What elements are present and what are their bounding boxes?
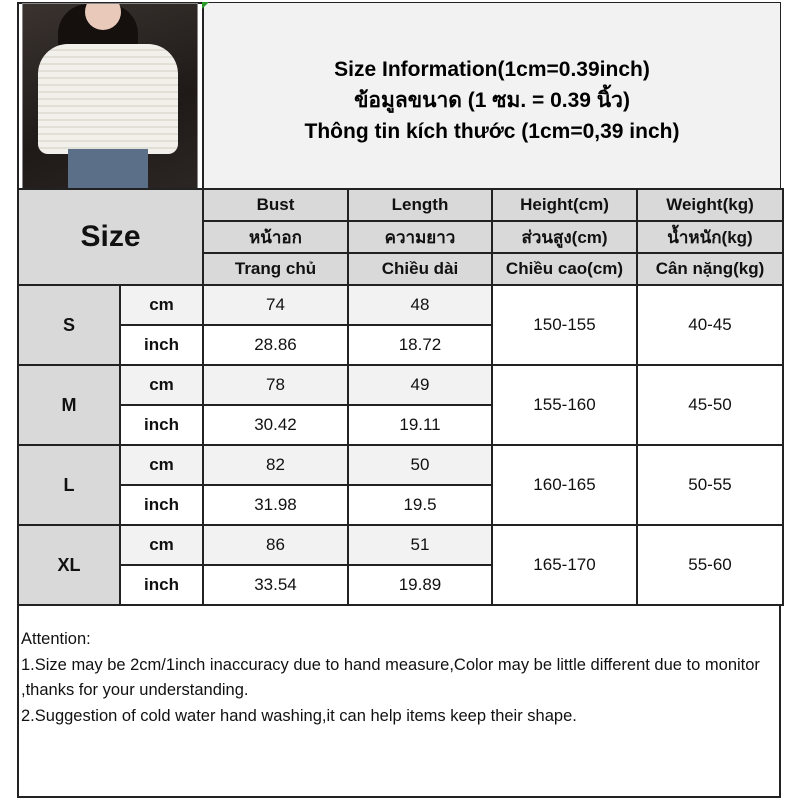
- col-weight-th: น้ำหนัก(kg): [636, 220, 784, 254]
- size-label: S: [17, 284, 121, 366]
- col-length-en: Length: [347, 188, 493, 222]
- unit-inch: inch: [119, 564, 204, 606]
- col-length-th: ความยาว: [347, 220, 493, 254]
- title-box: Size Information(1cm=0.39inch) ข้อมูลขนา…: [202, 3, 780, 188]
- product-photo: [22, 3, 198, 189]
- unit-inch: inch: [119, 404, 204, 446]
- length-cm: 49: [347, 364, 493, 406]
- col-bust-en: Bust: [202, 188, 349, 222]
- height-range: 150-155: [491, 284, 638, 366]
- length-inch: 18.72: [347, 324, 493, 366]
- length-inch: 19.5: [347, 484, 493, 526]
- header-row-th: หน้าอก ความยาว ส่วนสูง(cm) น้ำหนัก(kg): [18, 220, 784, 254]
- weight-range: 55-60: [636, 524, 784, 606]
- bust-inch: 31.98: [202, 484, 349, 526]
- length-inch: 19.89: [347, 564, 493, 606]
- height-range: 155-160: [491, 364, 638, 446]
- col-height-vi: Chiều cao(cm): [491, 252, 638, 286]
- weight-range: 50-55: [636, 444, 784, 526]
- height-range: 160-165: [491, 444, 638, 526]
- length-cm: 48: [347, 284, 493, 326]
- length-cm: 51: [347, 524, 493, 566]
- size-header: Size: [17, 188, 204, 286]
- header-row-vi: Trang chủ Chiều dài Chiều cao(cm) Cân nặ…: [18, 252, 784, 286]
- size-label: M: [17, 364, 121, 446]
- bust-cm: 82: [202, 444, 349, 486]
- bust-cm: 86: [202, 524, 349, 566]
- bust-inch: 33.54: [202, 564, 349, 606]
- size-row-cm: XL cm 86 51 165-170 55-60: [17, 524, 784, 606]
- col-bust-th: หน้าอก: [202, 220, 349, 254]
- col-weight-vi: Cân nặng(kg): [636, 252, 784, 286]
- weight-range: 40-45: [636, 284, 784, 366]
- attention-note-2: 2.Suggestion of cold water hand washing,…: [21, 706, 577, 725]
- weight-range: 45-50: [636, 364, 784, 446]
- size-row-inch: inch 28.86 18.72: [18, 324, 783, 366]
- size-table: Size Bust Length Height(cm) Weight(kg) ห…: [17, 188, 784, 606]
- col-bust-vi: Trang chủ: [202, 252, 349, 286]
- col-weight-en: Weight(kg): [636, 188, 784, 222]
- unit-inch: inch: [119, 484, 204, 526]
- length-inch: 19.11: [347, 404, 493, 446]
- photo-jeans: [68, 149, 148, 188]
- attention-note-1: 1.Size may be 2cm/1inch inaccuracy due t…: [21, 655, 760, 700]
- unit-cm: cm: [119, 444, 204, 486]
- attention-heading: Attention:: [21, 630, 91, 648]
- size-row-inch: inch 31.98 19.5: [18, 484, 783, 526]
- bust-cm: 78: [202, 364, 349, 406]
- title-thai: ข้อมูลขนาด (1 ซม. = 0.39 นิ้ว): [354, 89, 630, 112]
- unit-cm: cm: [119, 524, 204, 566]
- size-label: XL: [17, 524, 121, 606]
- unit-inch: inch: [119, 324, 204, 366]
- unit-cm: cm: [119, 364, 204, 406]
- title-english: Size Information(1cm=0.39inch): [334, 58, 650, 81]
- unit-cm: cm: [119, 284, 204, 326]
- photo-sweater: [38, 44, 178, 154]
- corner-marker: [202, 2, 209, 9]
- bust-cm: 74: [202, 284, 349, 326]
- size-label: L: [17, 444, 121, 526]
- length-cm: 50: [347, 444, 493, 486]
- height-range: 165-170: [491, 524, 638, 606]
- col-height-th: ส่วนสูง(cm): [491, 220, 638, 254]
- size-row-inch: inch 30.42 19.11: [18, 404, 783, 446]
- title-vietnamese: Thông tin kích thước (1cm=0,39 inch): [304, 120, 680, 143]
- col-height-en: Height(cm): [491, 188, 638, 222]
- attention-notes: Attention: 1.Size may be 2cm/1inch inacc…: [19, 627, 781, 729]
- bust-inch: 30.42: [202, 404, 349, 446]
- col-length-vi: Chiều dài: [347, 252, 493, 286]
- bust-inch: 28.86: [202, 324, 349, 366]
- size-row-inch: inch 33.54 19.89: [18, 564, 783, 606]
- header-row-en: Size Bust Length Height(cm) Weight(kg): [17, 188, 784, 286]
